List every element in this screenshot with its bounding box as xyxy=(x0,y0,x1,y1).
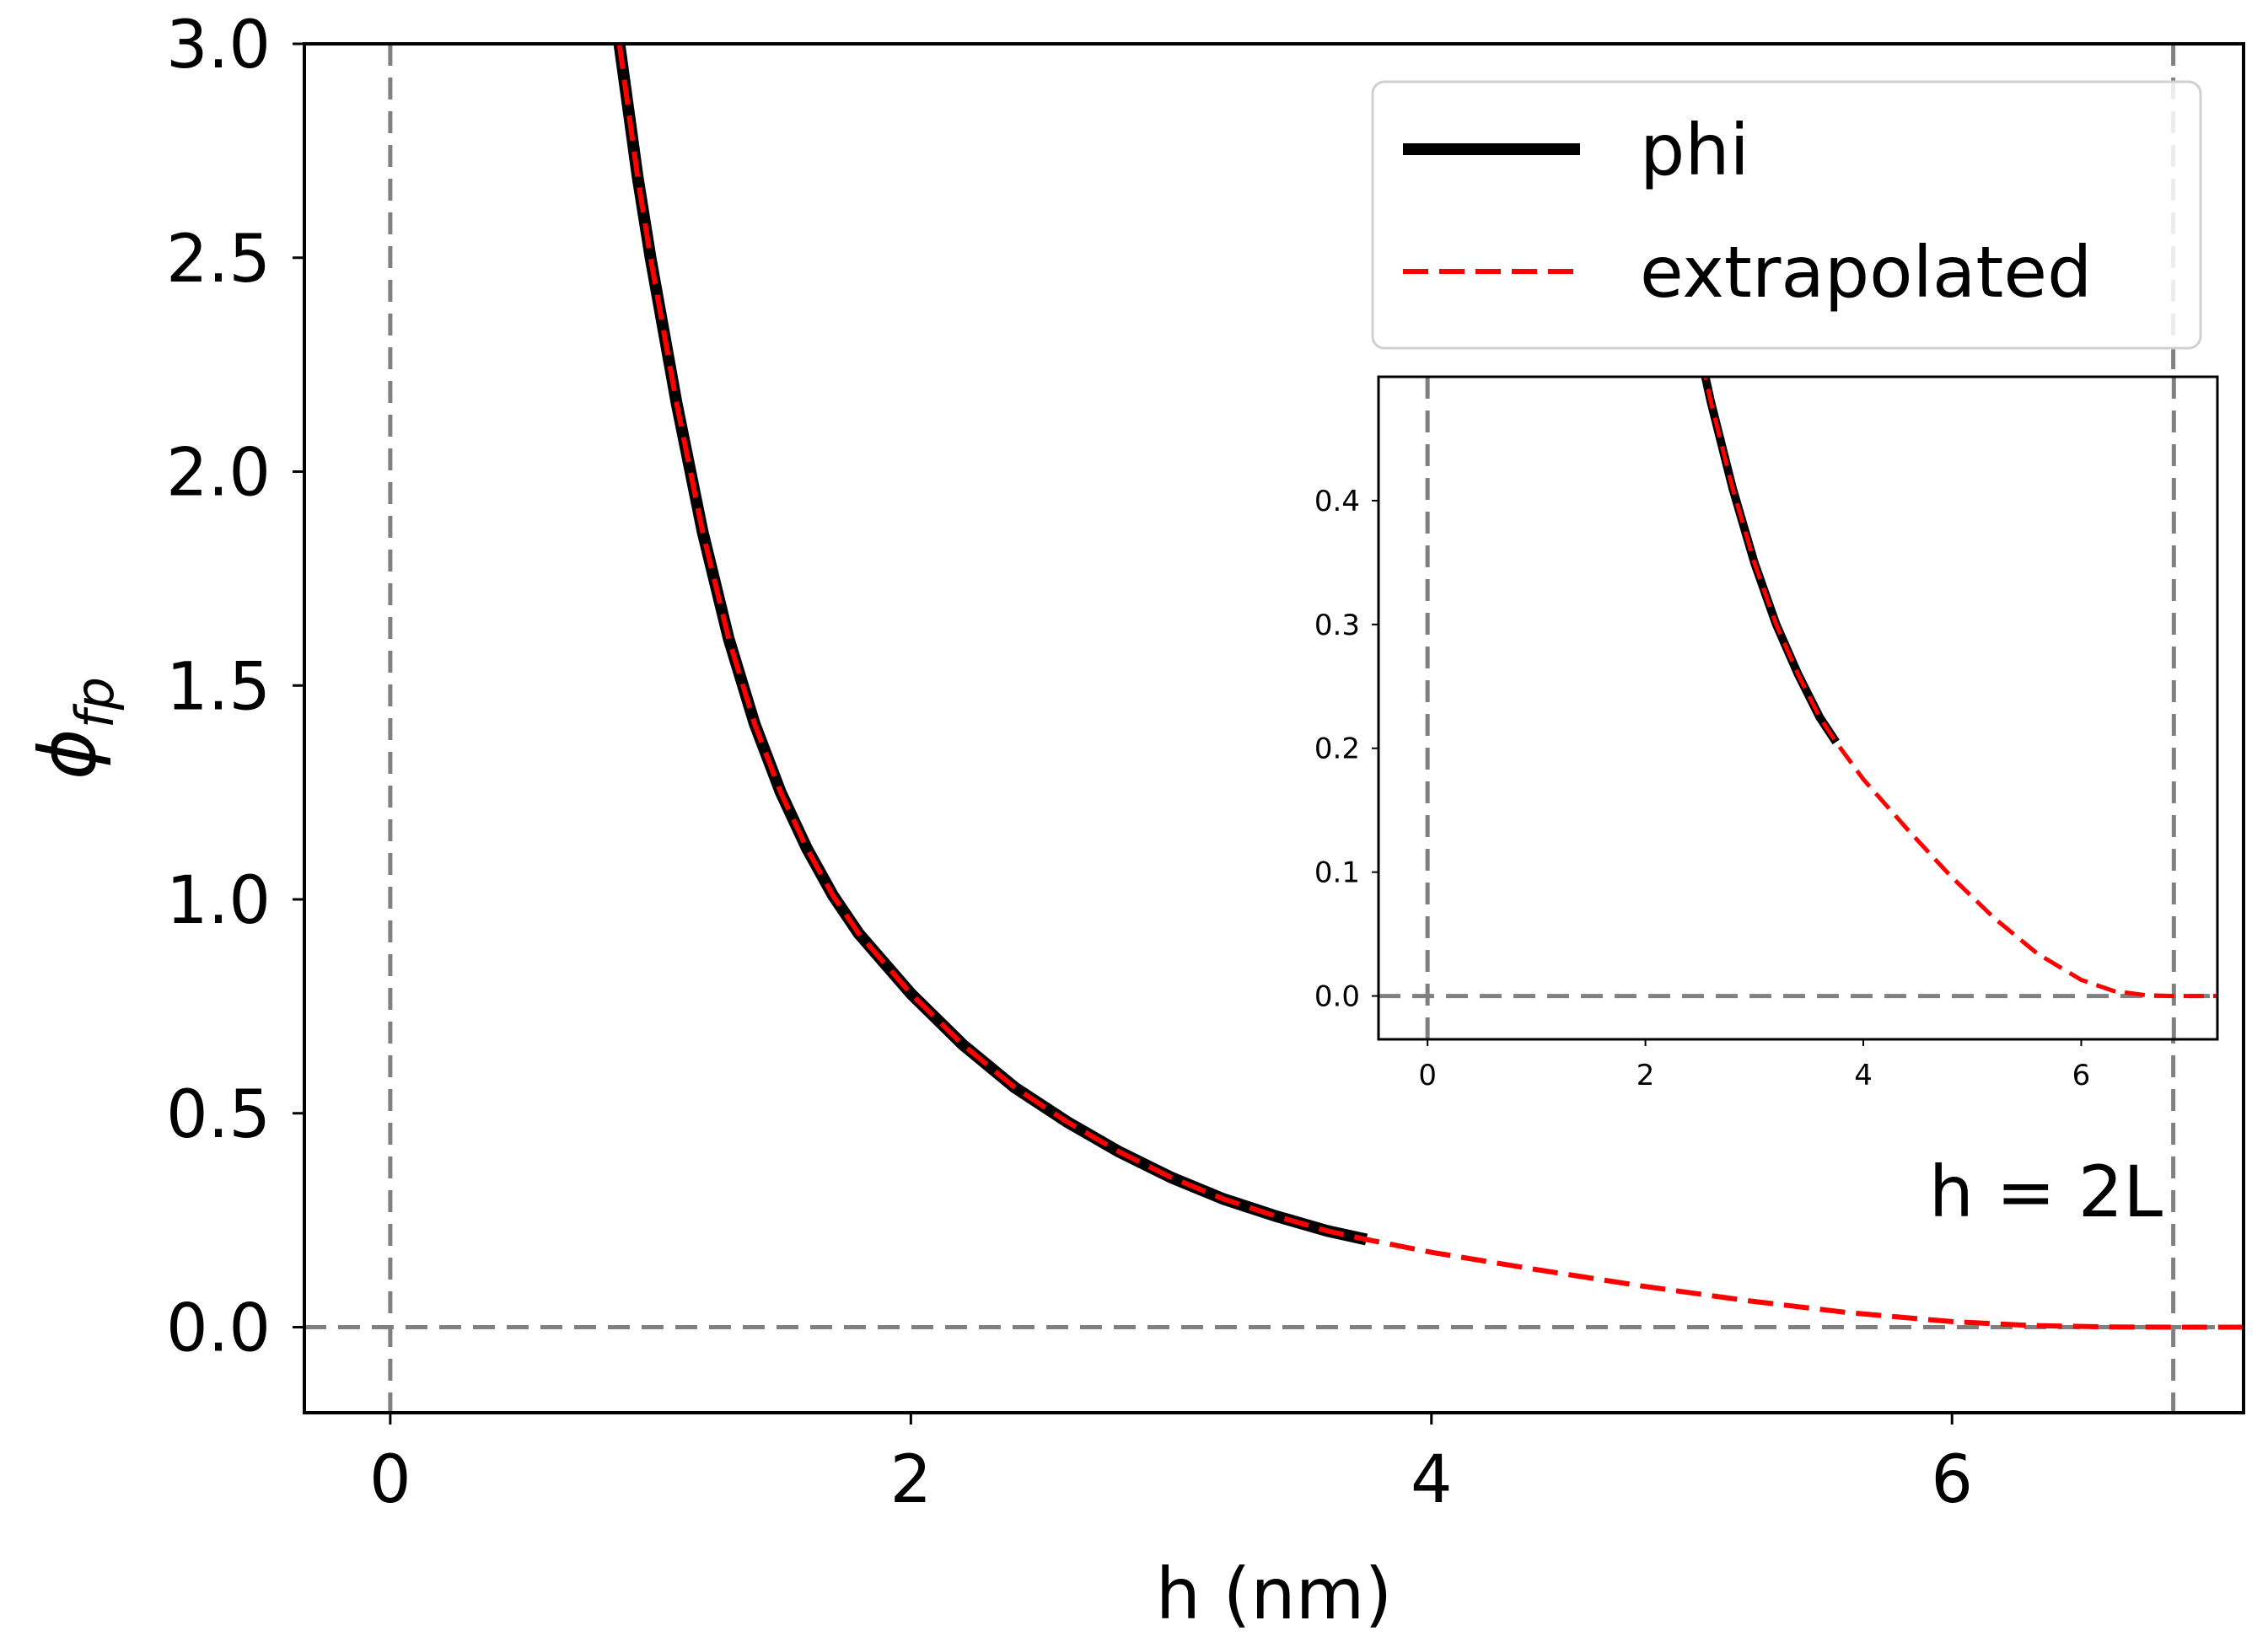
y-axis-label: ϕfp xyxy=(23,677,126,780)
main-axis-ticks: 0 2 4 6 0.0 0.5 1.0 1.5 2.0 2.5 3.0 xyxy=(166,8,1973,1518)
annotation-h-2l: h = 2L xyxy=(1929,1151,2163,1233)
main-plot-frame xyxy=(303,42,2245,1414)
inset-plot-frame xyxy=(1377,375,2219,1041)
y-axis-label-symbol: ϕ xyxy=(23,728,113,780)
legend-label-phi: phi xyxy=(1640,109,1749,191)
inset-series-group xyxy=(1701,377,2217,999)
inset-x-tick-label-1: 2 xyxy=(1637,1059,1655,1092)
inset-background xyxy=(1379,377,2217,1039)
inset-series-extrapolated xyxy=(1703,377,2217,999)
main-y-tick-label-5: 2.5 xyxy=(166,222,271,298)
main-plot: 0 2 4 6 0.0 0.5 1.0 1.5 2.0 2.5 3.0 h (nm) ϕfp h =… xyxy=(23,8,2245,1635)
main-y-tick-label-0: 0.0 xyxy=(166,1291,271,1367)
main-y-tick-label-4: 2.0 xyxy=(166,436,271,512)
inset-x-tick-label-3: 6 xyxy=(2072,1059,2091,1092)
main-y-tick-label-2: 1.0 xyxy=(166,863,271,939)
inset-axis-ticks: 0 2 4 6 0.0 0.1 0.2 0.3 0.4 xyxy=(1314,485,2090,1092)
main-y-tick-label-3: 1.5 xyxy=(166,649,271,725)
main-y-tick-label-1: 0.5 xyxy=(166,1077,271,1153)
main-x-tick-label-2: 4 xyxy=(1411,1442,1453,1518)
inset-x-tick-label-0: 0 xyxy=(1418,1059,1437,1092)
inset-x-tick-label-2: 4 xyxy=(1854,1059,1873,1092)
y-axis-label-subscript: fp xyxy=(64,677,126,728)
inset-y-tick-label-1: 0.1 xyxy=(1314,856,1360,890)
main-x-tick-label-1: 2 xyxy=(890,1442,932,1518)
main-y-tick-label-6: 3.0 xyxy=(166,8,271,83)
x-axis-label: h (nm) xyxy=(1156,1553,1393,1635)
inset-y-tick-label-0: 0.0 xyxy=(1314,980,1360,1014)
inset-y-tick-label-2: 0.2 xyxy=(1314,732,1360,766)
main-x-tick-label-3: 6 xyxy=(1931,1442,1973,1518)
inset-y-tick-label-4: 0.4 xyxy=(1314,485,1360,518)
inset-y-tick-label-3: 0.3 xyxy=(1314,609,1360,642)
inset-reference-lines xyxy=(1379,377,2217,1039)
main-x-tick-label-0: 0 xyxy=(369,1442,411,1518)
inset-plot: 0 2 4 6 0.0 0.1 0.2 0.3 0.4 xyxy=(1314,375,2219,1092)
main-series-extrapolated xyxy=(616,44,2244,1330)
legend: phi extrapolated xyxy=(1371,80,2202,350)
main-series-group xyxy=(613,44,2244,1330)
legend-label-extrapolated: extrapolated xyxy=(1640,231,2092,314)
